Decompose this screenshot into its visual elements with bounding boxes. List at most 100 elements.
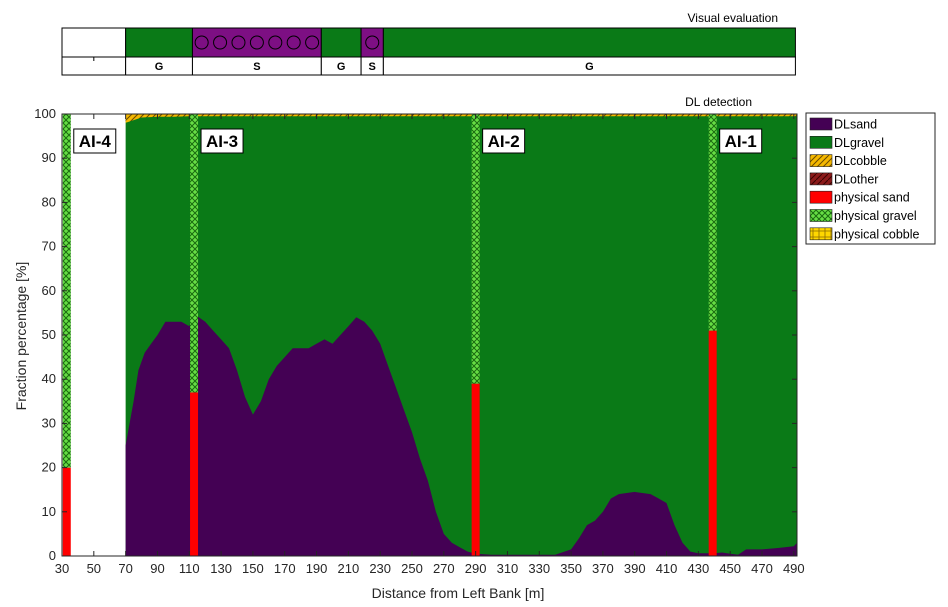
- x-tick-label: 130: [210, 561, 232, 576]
- legend-swatch: [809, 190, 833, 204]
- x-tick-label: 90: [150, 561, 164, 576]
- x-tick-label: 290: [465, 561, 487, 576]
- physical-sand-bar: [190, 392, 199, 556]
- strip-segment: G: [382, 27, 796, 76]
- x-tick-label: 370: [592, 561, 614, 576]
- legend-label: DLsand: [834, 118, 877, 132]
- strip-segment: S: [191, 27, 322, 76]
- y-tick-label: 20: [42, 460, 56, 475]
- legend-item: physical sand: [809, 190, 910, 205]
- y-tick-label: 0: [49, 548, 56, 563]
- y-axis: 0 10 20 30 40 50 60 70 80 90 100: [34, 106, 797, 563]
- strip-segment-label: G: [337, 61, 346, 73]
- x-tick-label: 190: [306, 561, 328, 576]
- y-axis-title: Fraction percentage [%]: [13, 262, 29, 411]
- sand-circle: [213, 35, 228, 50]
- sample-label-box: [482, 128, 526, 154]
- sample-label-ai-1: AI-1: [719, 128, 763, 154]
- x-tick-label: 270: [433, 561, 455, 576]
- legend-label: physical sand: [834, 191, 910, 205]
- legend-swatch: [809, 172, 833, 186]
- sample-label-text: AI-2: [488, 132, 520, 151]
- x-tick-label: 230: [369, 561, 391, 576]
- x-tick-label: 350: [560, 561, 582, 576]
- x-tick-label: 330: [528, 561, 550, 576]
- strip-segment: G: [320, 27, 362, 76]
- x-tick-label: 30: [55, 561, 69, 576]
- y-tick-label: 100: [34, 106, 56, 121]
- physical-sand-bar: [471, 383, 480, 556]
- legend-swatch: [809, 136, 833, 149]
- strip-color-block: [61, 27, 127, 58]
- legend: DLsand DLgravel DLcobble DLother physical sa…: [805, 112, 936, 245]
- visual-evaluation-strip: Visual evaluation G S G S G: [61, 11, 796, 76]
- visual-evaluation-title: Visual evaluation: [687, 11, 778, 25]
- sand-circle: [286, 35, 301, 50]
- legend-label: DLgravel: [834, 136, 884, 150]
- y-tick-label: 10: [42, 504, 56, 519]
- strip-segment: [61, 27, 127, 76]
- strip-segment-label: S: [253, 61, 260, 73]
- strip-segment-label: G: [155, 61, 164, 73]
- strip-segment: G: [125, 27, 193, 76]
- strip-segment-label: G: [585, 61, 594, 73]
- sand-circle: [194, 35, 209, 50]
- physical-gravel-bar: [708, 114, 717, 331]
- x-tick-label: 150: [242, 561, 264, 576]
- physical-sample-ai-2: [471, 114, 480, 556]
- y-tick-label: 60: [42, 283, 56, 298]
- legend-label: physical gravel: [834, 209, 917, 223]
- legend-label: physical cobble: [834, 227, 920, 241]
- x-tick-label: 210: [338, 561, 360, 576]
- x-tick-label: 410: [656, 561, 678, 576]
- sample-label-text: AI-3: [206, 132, 238, 151]
- sample-label-text: AI-1: [725, 132, 757, 151]
- legend-item: DLcobble: [809, 154, 887, 168]
- sample-label-box: [200, 128, 244, 154]
- y-tick-label: 30: [42, 415, 56, 430]
- sample-label-box: [719, 128, 763, 154]
- strip-label-cell: [382, 56, 796, 76]
- legend-swatch: [809, 227, 833, 241]
- x-tick-label: 50: [87, 561, 101, 576]
- x-tick-label: 430: [688, 561, 710, 576]
- legend-item: DLgravel: [809, 136, 884, 150]
- strip-segment-label: S: [369, 61, 376, 73]
- strip-color-block: [320, 27, 362, 58]
- legend-box: [805, 112, 936, 245]
- dl-sand-area: [125, 312, 798, 556]
- x-tick-label: 170: [274, 561, 296, 576]
- legend-swatch: [809, 117, 833, 131]
- sample-label-ai-3: AI-3: [200, 128, 244, 154]
- legend-swatch: [809, 209, 833, 222]
- legend-swatch: [809, 154, 833, 167]
- legend-item: physical gravel: [809, 209, 917, 223]
- sample-label-ai-2: AI-2: [482, 128, 526, 154]
- sand-circle: [231, 35, 246, 50]
- x-tick-label: 450: [719, 561, 741, 576]
- area-layers: [125, 114, 798, 556]
- strip-color-block: [360, 27, 384, 58]
- y-tick-label: 90: [42, 150, 56, 165]
- physical-sample-ai-3: [190, 114, 199, 556]
- plot-area: 30 50 70 90 110 130 150 170 190 210 230 250 270 290 31…: [34, 106, 804, 576]
- x-axis-title: Distance from Left Bank [m]: [372, 585, 545, 601]
- strip-color-block: [382, 27, 796, 58]
- x-axis: 30 50 70 90 110 130 150 170 190 210 230 250 270 290 31…: [55, 114, 805, 576]
- legend-item: DLother: [809, 172, 878, 186]
- sand-circle: [365, 35, 380, 50]
- x-tick-label: 470: [751, 561, 773, 576]
- y-tick-label: 40: [42, 371, 56, 386]
- x-tick-label: 310: [497, 561, 519, 576]
- sample-label-box: [73, 128, 117, 154]
- sample-labels: AI-4 AI-3 AI-2 AI-1: [73, 128, 763, 154]
- chart-title: DL detection: [685, 95, 752, 109]
- strip-segment: S: [360, 27, 384, 76]
- strip-color-block: [125, 27, 193, 58]
- legend-item: physical cobble: [809, 227, 920, 241]
- y-tick-label: 50: [42, 327, 56, 342]
- sample-label-ai-4: AI-4: [73, 128, 117, 154]
- x-tick-label: 70: [118, 561, 132, 576]
- x-tick-label: 250: [401, 561, 423, 576]
